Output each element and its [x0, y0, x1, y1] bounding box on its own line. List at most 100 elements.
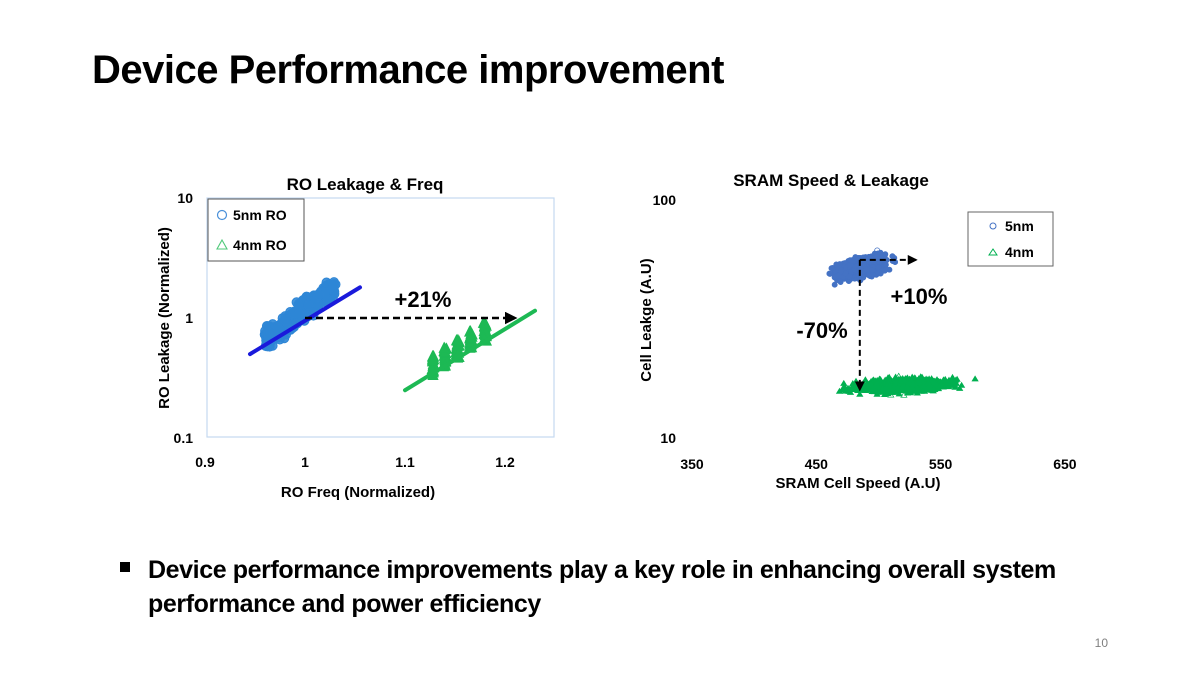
sram-points: [826, 247, 979, 398]
ro-y-tick-label: 0.1: [174, 430, 194, 446]
sram-legend-box: [967, 211, 1054, 267]
sram-5nm-point: [837, 268, 844, 275]
sram-5nm-point: [881, 267, 888, 274]
ro-x-axis-label: RO Freq (Normalized): [281, 484, 435, 501]
sram-x-tick-label: 550: [929, 456, 953, 472]
sram-x-ticks: 350 450 550 650: [680, 456, 1076, 472]
sram-4nm-point: [944, 378, 952, 385]
sram-5nm-point: [847, 262, 854, 269]
sram-5nm-point: [842, 270, 849, 277]
ro-4nm-point: [438, 341, 450, 353]
ro-shift-label: +21%: [395, 287, 452, 312]
sram-5nm-point: [863, 266, 870, 273]
bullet-text: Device performance improvements play a k…: [148, 556, 1056, 618]
sram-5nm-point: [869, 267, 876, 274]
ro-legend-5nm-marker: [216, 209, 228, 221]
sram-4nm-point: [939, 376, 948, 383]
sram-5nm-point: [833, 261, 840, 268]
ro-chart: RO Leakage & Freq 10 1 0.1 0.9 1 1.1 1.2 RO F…: [156, 175, 555, 501]
sram-5nm-point: [875, 264, 882, 271]
ro-4nm-point: [452, 333, 464, 346]
ro-5nm-point: [328, 281, 339, 292]
sram-y-axis-label: Cell Leakge (A.U): [638, 258, 655, 381]
ro-5nm-point: [294, 308, 305, 319]
ro-y-tick-label: 1: [185, 310, 193, 326]
sram-4nm-point: [934, 385, 943, 392]
sram-chart-title: SRAM Speed & Leakage: [733, 171, 929, 190]
sram-x-tick-label: 650: [1053, 456, 1077, 472]
sram-leakage-label: -70%: [796, 318, 847, 343]
ro-5nm-point: [314, 290, 325, 300]
sram-4nm-point: [957, 381, 966, 388]
sram-4nm-point: [890, 382, 898, 389]
sram-legend-4nm-label: 4nm: [1005, 244, 1034, 260]
sram-y-tick-label: 100: [653, 192, 677, 208]
sram-4nm-point: [886, 381, 894, 388]
sram-4nm-point: [971, 375, 979, 382]
sram-x-tick-label: 450: [805, 456, 829, 472]
sram-4nm-point: [903, 383, 911, 390]
ro-5nm-point: [293, 299, 304, 310]
sram-legend-4nm-marker: [988, 248, 998, 256]
sram-4nm-point: [835, 387, 844, 394]
ro-5nm-point: [261, 321, 272, 331]
sram-4nm-point: [900, 391, 908, 398]
sram-4nm-point: [945, 383, 953, 390]
ro-y-tick-label: 10: [177, 190, 193, 206]
sram-y-tick-label: 10: [660, 430, 676, 446]
sram-4nm-point: [890, 388, 899, 395]
sram-4nm-point: [939, 383, 947, 390]
sram-4nm-point: [840, 379, 848, 386]
sram-4nm-point: [845, 387, 853, 394]
sram-5nm-point: [837, 279, 844, 285]
sram-4nm-point: [864, 384, 872, 391]
sram-5nm-point: [846, 273, 853, 280]
ro-5nm-trendline: [248, 285, 362, 357]
ro-4nm-point: [464, 332, 476, 344]
sram-5nm-point: [831, 281, 838, 288]
sram-5nm-point: [874, 247, 881, 254]
sram-y-ticks: 100 10: [653, 192, 677, 446]
sram-4nm-point: [896, 377, 905, 384]
sram-4nm-point: [861, 376, 870, 383]
sram-5nm-point: [852, 263, 859, 270]
ro-y-ticks: 10 1 0.1: [174, 190, 194, 446]
sram-4nm-point: [869, 384, 878, 391]
ro-5nm-point: [303, 300, 314, 311]
sram-5nm-point: [827, 270, 833, 277]
sram-4nm-point: [929, 377, 938, 384]
sram-4nm-point: [950, 379, 958, 386]
sram-5nm-point: [889, 253, 896, 260]
ro-chart-title: RO Leakage & Freq: [287, 175, 444, 194]
ro-x-tick-label: 1.1: [395, 454, 415, 470]
ro-legend-box: [207, 198, 305, 262]
sram-4nm-point: [900, 381, 908, 388]
sram-annotations: +10% -70%: [796, 254, 948, 392]
sram-speed-label: +10%: [891, 284, 948, 309]
sram-x-tick-label: 350: [680, 456, 704, 472]
ro-4nm-trendline: [403, 308, 537, 393]
sram-4nm-point: [856, 390, 864, 397]
ro-annotations: +21%: [305, 287, 518, 325]
ro-plot-frame: [206, 197, 555, 438]
ro-legend: 5nm RO 4nm RO: [207, 198, 305, 262]
ro-y-axis-label: RO Leakage (Normalized): [156, 227, 173, 409]
ro-4nm-point: [477, 316, 490, 328]
sram-4nm-point: [905, 378, 914, 385]
ro-legend-4nm-label: 4nm RO: [233, 237, 287, 253]
sram-5nm-point: [828, 265, 835, 272]
page-number: 10: [1094, 636, 1108, 650]
ro-legend-5nm-label: 5nm RO: [233, 207, 287, 223]
ro-x-tick-label: 0.9: [195, 454, 215, 470]
sram-legend-5nm-label: 5nm: [1005, 218, 1034, 234]
sram-4nm-point: [867, 380, 875, 387]
sram-4nm-point: [874, 387, 882, 394]
ro-4nm-point: [427, 352, 439, 365]
sram-x-axis-label: SRAM Cell Speed (A.U): [775, 475, 940, 492]
sram-4nm-point: [915, 378, 923, 385]
sram-4nm-point: [925, 381, 934, 388]
slide-title: Device Performance improvement: [92, 48, 724, 92]
ro-legend-4nm-marker: [216, 238, 228, 250]
